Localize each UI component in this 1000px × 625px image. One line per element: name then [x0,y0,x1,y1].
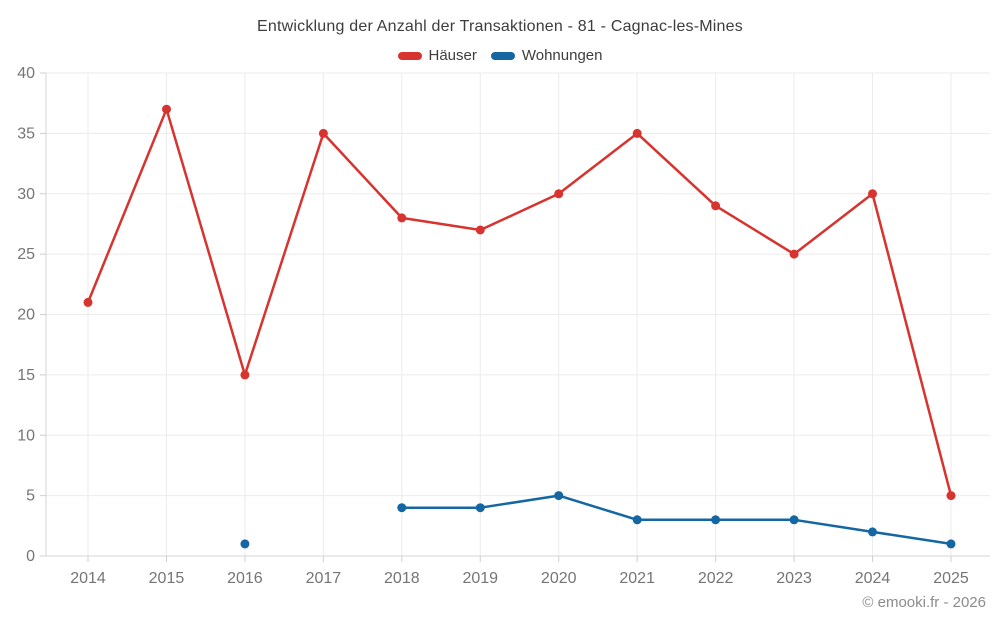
legend-item-wohnungen[interactable]: Wohnungen [490,47,603,64]
chart-title: Entwicklung der Anzahl der Transaktionen… [257,18,743,35]
legend-item-haeuser[interactable]: Häuser [397,47,477,64]
data-point-wohnungen-2018[interactable] [397,503,407,513]
x-tick-label: 2024 [855,570,891,587]
data-point-häuser-2016[interactable] [240,370,250,380]
y-tick-label: 15 [17,367,35,384]
data-point-häuser-2017[interactable] [318,128,328,138]
x-tick-label: 2022 [698,570,734,587]
data-point-häuser-2024[interactable] [868,189,877,199]
data-point-häuser-2018[interactable] [397,213,407,223]
y-tick-label: 0 [26,548,35,565]
data-point-häuser-2023[interactable] [789,249,799,259]
y-tick-label: 25 [17,246,35,263]
data-point-häuser-2019[interactable] [475,225,485,235]
legend-swatch-wohnungen [490,51,515,60]
x-tick-label: 2025 [933,570,969,587]
x-tick-label: 2016 [227,570,263,587]
x-tick-label: 2015 [149,570,185,587]
legend-swatch-haeuser [397,51,422,60]
x-tick-label: 2017 [306,570,342,587]
y-tick-label: 10 [17,427,35,444]
data-point-häuser-2020[interactable] [554,189,564,199]
y-tick-label: 40 [17,65,35,82]
data-point-wohnungen-2020[interactable] [554,491,564,501]
data-point-häuser-2015[interactable] [162,104,171,114]
y-tick-label: 20 [17,307,35,324]
x-tick-label: 2020 [541,570,577,587]
data-point-wohnungen-2021[interactable] [632,515,642,525]
data-point-wohnungen-2023[interactable] [789,515,799,525]
x-tick-label: 2014 [70,570,106,587]
data-point-wohnungen-2019[interactable] [475,503,485,513]
x-tick-label: 2021 [619,570,655,587]
y-tick-label: 30 [17,186,35,203]
x-tick-label: 2023 [776,570,812,587]
series-line-0 [86,107,953,497]
data-point-häuser-2021[interactable] [632,128,642,138]
chart-legend: Häuser Wohnungen [0,47,1000,64]
series-line-1 [400,494,953,546]
data-point-wohnungen-2022[interactable] [711,515,721,525]
data-point-häuser-2014[interactable] [83,297,93,307]
legend-label-haeuser: Häuser [428,47,477,64]
y-tick-label: 35 [17,125,35,142]
data-point-wohnungen-2016[interactable] [240,539,250,549]
x-tick-label: 2019 [462,570,498,587]
data-point-häuser-2022[interactable] [711,201,721,211]
data-point-wohnungen-2024[interactable] [868,527,877,537]
copyright-text: © emooki.fr - 2026 [862,594,986,611]
data-point-wohnungen-2025[interactable] [946,539,956,549]
x-tick-label: 2018 [384,570,420,587]
data-point-häuser-2025[interactable] [946,491,956,501]
legend-label-wohnungen: Wohnungen [521,47,603,64]
y-tick-label: 5 [26,488,35,505]
